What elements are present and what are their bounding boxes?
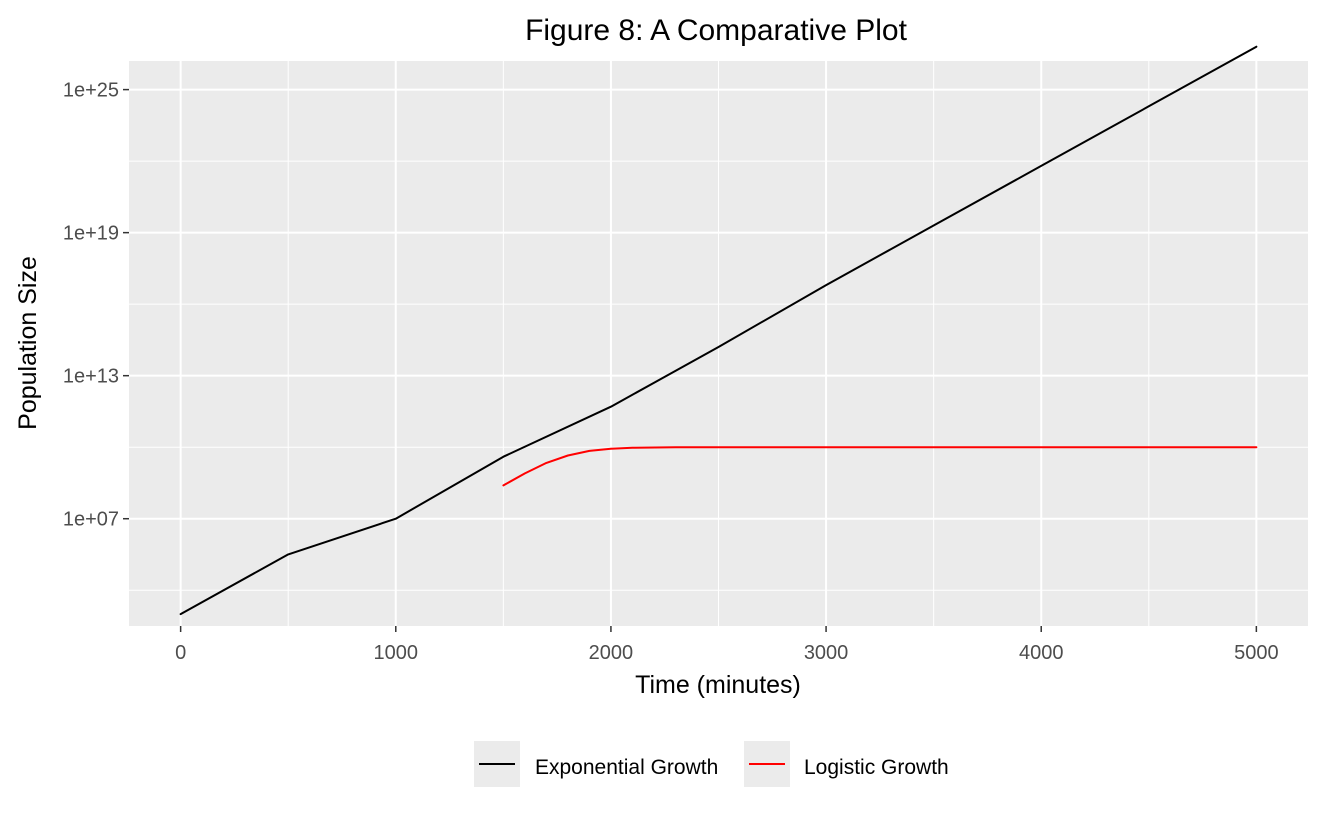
y-tick-label: 1e+13	[63, 366, 119, 388]
legend-label: Logistic Growth	[804, 756, 949, 779]
x-tick-label: 3000	[804, 642, 849, 664]
legend-label: Exponential Growth	[535, 756, 718, 779]
y-tick-label: 1e+07	[63, 509, 119, 531]
y-tick-label: 1e+25	[63, 80, 119, 102]
major-gridlines	[129, 61, 1308, 626]
y-tick-label: 1e+19	[63, 223, 119, 245]
series-line-0	[179, 45, 1258, 616]
x-tick-label: 1000	[374, 642, 419, 664]
x-tick-label: 5000	[1234, 642, 1279, 664]
x-tick-label: 2000	[589, 642, 634, 664]
series-line-1	[502, 446, 1258, 487]
series-layer	[179, 45, 1258, 616]
y-axis-title: Population Size	[14, 256, 42, 430]
x-axis-title: Time (minutes)	[635, 671, 801, 699]
x-tick-label: 4000	[1019, 642, 1064, 664]
x-axis: 0 1000 2000 3000 4000 5000	[175, 626, 1279, 664]
legend: Exponential Growth Logistic Growth	[474, 741, 949, 787]
y-axis: 1e+07 1e+13 1e+19 1e+25	[63, 80, 129, 531]
x-tick-label: 0	[175, 642, 186, 664]
chart-title: Figure 8: A Comparative Plot	[525, 14, 908, 47]
